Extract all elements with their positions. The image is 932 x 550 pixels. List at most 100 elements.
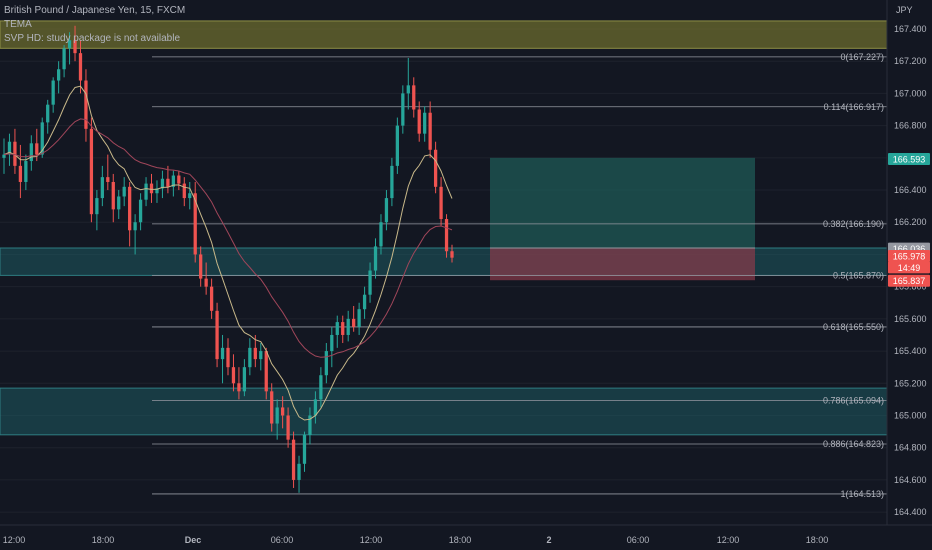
time-axis-tick: Dec [185,535,202,545]
candle-body [133,222,137,231]
candle-body [149,183,154,194]
price-label-bg [888,152,930,165]
candle-body [286,415,290,440]
candle-body [40,122,44,155]
candle-body [259,351,263,360]
candle-body [144,183,148,200]
candle-body [390,165,394,199]
candle-body [46,104,50,123]
position-target-zone [490,157,755,249]
candle-body [362,294,367,310]
candle-body [270,391,274,424]
time-axis-tick: 12:00 [717,535,740,545]
fib-label: 0.114(166.917) [824,102,884,112]
candle-body [215,310,219,360]
price-axis-tick: 166.200 [894,217,927,227]
candle-body [182,183,186,199]
symbol-title[interactable]: British Pound / Japanese Yen, 15, FXCM [4,5,186,16]
time-axis-tick: 06:00 [271,535,294,545]
price-axis-tick: 164.600 [894,475,927,485]
price-label: 166.593 [893,154,926,164]
candle-body [106,177,110,182]
candle-body [89,128,94,215]
price-axis-tick: 167.000 [894,88,927,98]
price-axis-tick: 167.400 [894,24,927,34]
candle-body [188,193,192,199]
ma-slow-line [3,118,453,358]
price-label-bg [888,250,930,263]
time-axis-tick: 18:00 [92,535,115,545]
candle-body [160,178,165,189]
price-label-bg [888,274,930,287]
candle-body [401,93,405,126]
candle-body [155,188,159,194]
candle-body [433,149,438,187]
candle-body [302,434,307,464]
candle-body [264,351,268,392]
candle-body [384,198,389,223]
candle-body [177,175,181,184]
fib-label: 0.382(166.190) [823,219,884,229]
candle-body [62,48,66,70]
price-axis-tick: 165.000 [894,410,927,420]
zone-demand [0,387,888,436]
candle-body [291,439,296,480]
candle-body [7,141,12,155]
candle-body [253,347,257,360]
candle-body [95,198,99,215]
candle-body [275,407,279,424]
time-axis-tick: 2 [546,535,551,545]
candle-body [122,186,126,197]
price-axis-tick: 165.600 [894,314,927,324]
candle-body [51,80,55,105]
candle-body [117,196,121,210]
candle-body [2,154,6,158]
candle-body [379,222,383,247]
candle-body [193,193,197,255]
price-label-bg [888,261,930,274]
fib-label: 0(167.227) [840,52,884,62]
candle-body [166,178,170,187]
price-label: 166.036 [893,244,926,254]
candle-body [73,40,77,54]
candle-body [128,186,132,231]
candle-body [24,161,28,182]
price-axis-tick: 166.400 [894,185,927,195]
time-axis-tick: 18:00 [449,535,472,545]
fib-label: 0.618(165.550) [823,322,884,332]
price-axis-tick: 165.200 [894,378,927,388]
indicator-tema-label[interactable]: TEMA [4,19,32,30]
price-label: 165.978 [893,252,926,262]
candle-body [84,80,88,129]
candle-body [423,112,427,134]
candle-body [220,347,225,360]
candle-body [78,53,83,81]
zone-supply [0,20,888,49]
candle-body [237,383,241,392]
candle-body [406,85,410,94]
candle-body [450,251,454,258]
price-axis-tick: 164.400 [894,507,927,517]
candle-body [297,463,301,480]
price-label: 165.837 [893,276,926,286]
candle-body [29,143,33,162]
candle-body [313,399,318,416]
indicator-svp-label[interactable]: SVP HD: study package is not available [4,33,181,44]
time-axis-tick: 18:00 [806,535,829,545]
fib-label: 0.5(165.870) [833,270,884,280]
candle-body [324,351,328,376]
candle-body [13,141,17,166]
price-axis-currency: JPY [896,5,913,15]
candle-body [199,254,203,279]
candle-body [111,181,115,210]
time-axis-tick: 12:00 [3,535,26,545]
price-label: 14:49 [898,263,921,273]
candle-body [308,415,312,435]
candle-body [56,69,61,81]
time-axis-tick: 06:00 [627,535,650,545]
price-axis-tick: 165.400 [894,346,927,356]
candle-body [226,347,230,368]
candle-body [341,322,345,335]
